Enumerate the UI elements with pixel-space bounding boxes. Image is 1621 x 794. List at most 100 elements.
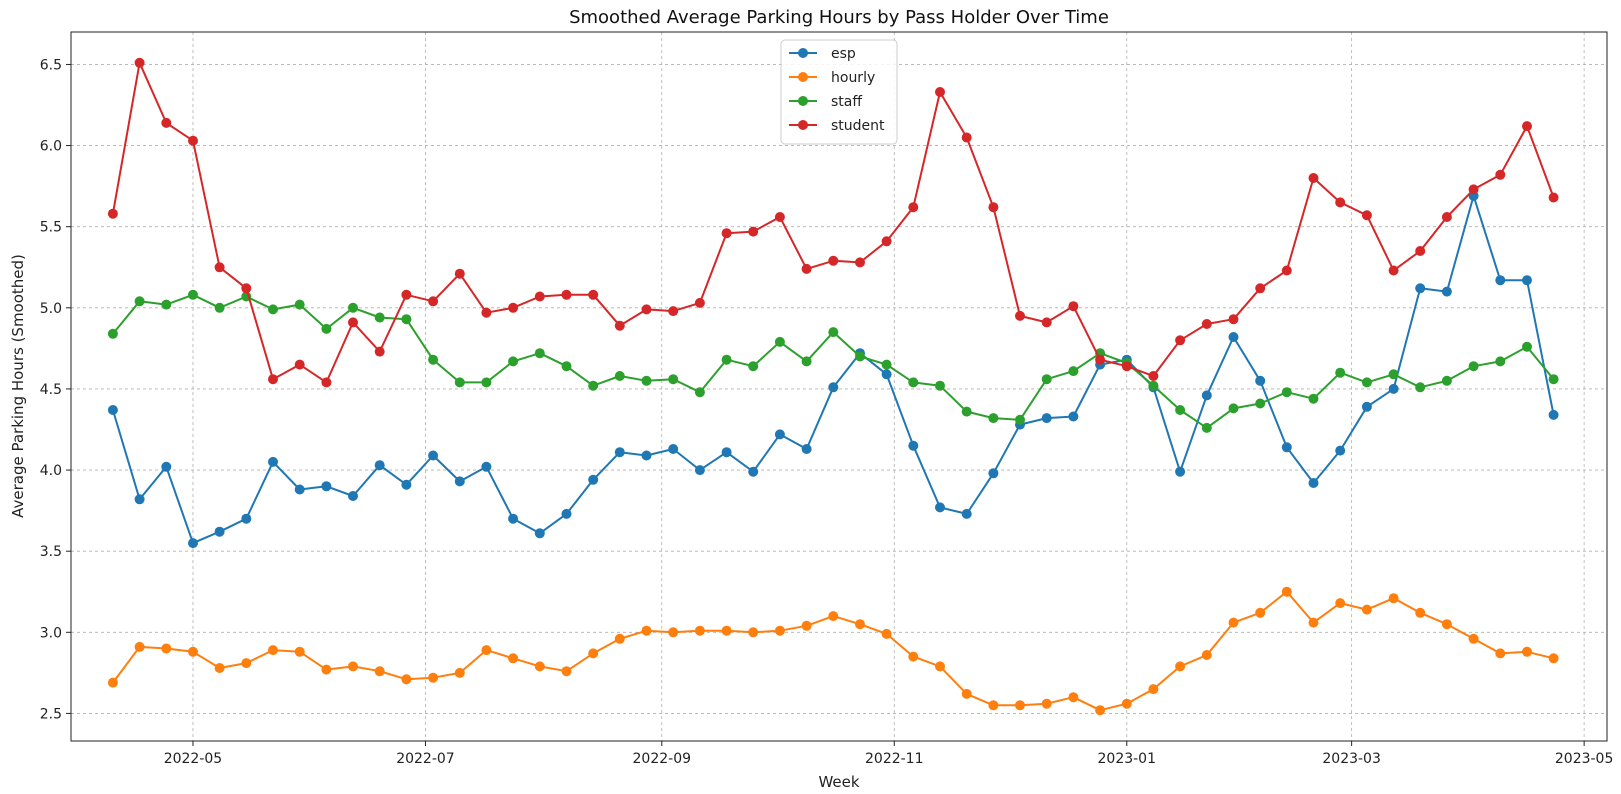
data-point-hourly bbox=[374, 666, 385, 677]
data-point-student bbox=[107, 208, 118, 219]
legend-marker-esp bbox=[798, 48, 808, 58]
data-point-hourly bbox=[1015, 700, 1025, 711]
data-point-student bbox=[214, 262, 225, 273]
data-point-student bbox=[988, 202, 999, 213]
data-point-hourly bbox=[908, 651, 919, 662]
data-point-staff bbox=[1335, 367, 1346, 378]
data-point-esp bbox=[534, 528, 545, 539]
data-point-student bbox=[1281, 265, 1292, 276]
x-tick-label: 2023-05 bbox=[1555, 751, 1614, 767]
data-point-staff bbox=[1068, 366, 1079, 377]
data-point-hourly bbox=[1335, 598, 1346, 609]
data-point-hourly bbox=[1095, 705, 1106, 716]
data-point-staff bbox=[1415, 382, 1426, 393]
data-point-staff bbox=[1388, 369, 1399, 380]
data-point-staff bbox=[508, 356, 519, 367]
legend-label-staff: staff bbox=[831, 94, 862, 110]
data-point-student bbox=[828, 255, 839, 266]
data-point-hourly bbox=[1548, 653, 1559, 664]
data-point-hourly bbox=[668, 627, 679, 638]
data-point-staff bbox=[855, 351, 865, 362]
data-point-hourly bbox=[748, 627, 759, 638]
data-point-student bbox=[908, 202, 919, 213]
data-point-student bbox=[935, 87, 945, 97]
series-layer bbox=[107, 57, 1559, 716]
data-point-staff bbox=[188, 289, 198, 300]
data-point-hourly bbox=[1388, 593, 1399, 604]
series-student bbox=[107, 57, 1559, 388]
y-axis-title: Average Parking Hours (Smoothed) bbox=[9, 254, 27, 518]
data-point-hourly bbox=[107, 677, 118, 688]
data-point-hourly bbox=[935, 661, 945, 672]
data-point-student bbox=[561, 289, 572, 300]
y-tick-label: 6.0 bbox=[40, 139, 62, 155]
data-point-student bbox=[855, 257, 865, 268]
data-point-hourly bbox=[1308, 617, 1319, 628]
y-tick-label: 3.5 bbox=[40, 544, 62, 560]
y-tick-label: 5.5 bbox=[40, 220, 62, 236]
data-point-student bbox=[1522, 121, 1532, 132]
data-point-student bbox=[294, 359, 305, 370]
data-point-staff bbox=[454, 377, 465, 388]
data-point-hourly bbox=[1121, 698, 1132, 709]
data-point-hourly bbox=[1468, 633, 1479, 644]
y-tick-label: 2.5 bbox=[40, 706, 62, 722]
data-point-staff bbox=[908, 377, 919, 388]
data-point-student bbox=[801, 263, 812, 274]
data-point-esp bbox=[1201, 390, 1212, 401]
data-point-esp bbox=[961, 508, 972, 519]
data-point-esp bbox=[614, 447, 625, 458]
data-point-student bbox=[1441, 212, 1452, 222]
data-point-esp bbox=[1415, 283, 1426, 294]
data-point-esp bbox=[641, 450, 652, 461]
data-point-student bbox=[614, 320, 625, 331]
data-point-student bbox=[1148, 371, 1159, 381]
data-point-staff bbox=[374, 312, 385, 323]
data-point-hourly bbox=[294, 646, 305, 657]
data-point-esp bbox=[1495, 275, 1506, 286]
data-point-staff bbox=[748, 361, 759, 372]
data-point-staff bbox=[1495, 356, 1506, 367]
data-point-esp bbox=[188, 538, 198, 549]
data-point-staff bbox=[321, 323, 332, 334]
data-point-student bbox=[1015, 310, 1025, 321]
data-point-esp bbox=[774, 429, 785, 440]
data-point-student bbox=[694, 297, 705, 308]
data-point-staff bbox=[828, 327, 839, 338]
data-point-student bbox=[1308, 173, 1319, 183]
x-tick-label: 2022-05 bbox=[164, 751, 223, 767]
data-point-esp bbox=[294, 484, 305, 495]
data-point-hourly bbox=[801, 620, 812, 631]
data-point-hourly bbox=[828, 611, 839, 622]
data-point-student bbox=[1068, 301, 1079, 312]
data-point-staff bbox=[1441, 375, 1452, 386]
data-point-student bbox=[641, 304, 652, 315]
data-point-esp bbox=[1441, 286, 1452, 297]
x-tick-label: 2022-11 bbox=[865, 751, 924, 767]
data-point-hourly bbox=[961, 688, 972, 699]
data-point-esp bbox=[1308, 478, 1319, 488]
data-point-hourly bbox=[1148, 684, 1159, 695]
data-point-esp bbox=[1068, 411, 1079, 422]
data-point-staff bbox=[1308, 393, 1319, 404]
data-point-hourly bbox=[1175, 661, 1186, 672]
data-point-esp bbox=[241, 513, 252, 524]
data-point-esp bbox=[1522, 275, 1532, 286]
data-point-esp bbox=[1175, 466, 1186, 477]
data-point-hourly bbox=[188, 646, 198, 657]
data-point-staff bbox=[1281, 387, 1292, 398]
data-point-staff bbox=[721, 354, 732, 365]
data-point-staff bbox=[1468, 361, 1479, 372]
data-point-staff bbox=[1201, 422, 1212, 433]
data-point-staff bbox=[668, 374, 679, 385]
y-tick-label: 3.0 bbox=[40, 625, 62, 641]
data-point-staff bbox=[268, 304, 278, 315]
data-point-hourly bbox=[321, 664, 332, 675]
data-point-esp bbox=[561, 508, 572, 519]
data-point-student bbox=[374, 346, 385, 357]
data-point-esp bbox=[401, 479, 412, 490]
data-point-hourly bbox=[1441, 619, 1452, 630]
data-point-staff bbox=[1255, 398, 1266, 409]
data-point-staff bbox=[881, 359, 892, 370]
data-point-staff bbox=[1148, 380, 1159, 391]
